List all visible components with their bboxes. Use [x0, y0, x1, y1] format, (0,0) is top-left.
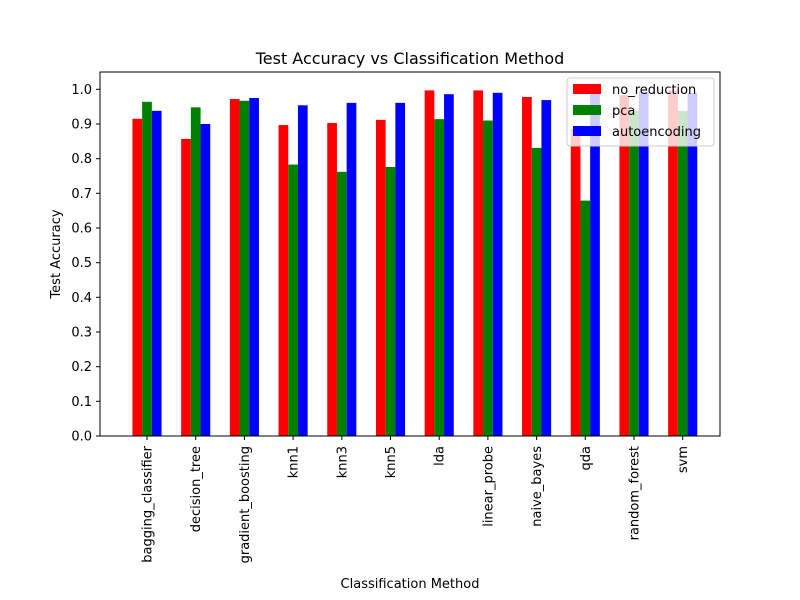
legend-label-no_reduction: no_reduction [612, 83, 696, 98]
bar-pca-knn1 [288, 164, 298, 436]
legend-label-pca: pca [612, 104, 635, 119]
bar-pca-gradient_boosting [239, 100, 250, 437]
x-tick-label: linear_probe [481, 446, 496, 527]
y-tick-label: 0.9 [71, 118, 92, 133]
bar-no_reduction-gradient_boosting [229, 99, 240, 436]
y-tick-label: 1.0 [71, 83, 92, 98]
bar-pca-lda [434, 119, 445, 436]
y-tick-label: 0.4 [71, 291, 92, 306]
x-tick-label: random_forest [628, 446, 643, 540]
x-tick-label: knn1 [287, 446, 302, 478]
y-axis: 0.0 0.1 0.2 0.3 0.4 0.5 0.6 0.7 0.8 0.9 1.0 [71, 83, 100, 445]
bar-no_reduction-qda [570, 128, 581, 436]
bar-autoencoding-knn3 [346, 102, 357, 436]
bar-no_reduction-random_forest [619, 95, 630, 436]
bar-pca-random_forest [629, 110, 639, 437]
bar-no_reduction-knn3 [327, 122, 337, 437]
bar-autoencoding-knn1 [297, 105, 308, 436]
chart-title: Test Accuracy vs Classification Method [255, 49, 565, 68]
bar-no_reduction-knn5 [375, 119, 386, 436]
bar-no_reduction-svm [668, 90, 678, 436]
y-tick-label: 0.1 [71, 395, 92, 410]
x-tick-label: knn3 [335, 446, 350, 478]
y-axis-label: Test Accuracy [49, 209, 64, 299]
bar-pca-linear_probe [483, 120, 493, 437]
bar-no_reduction-decision_tree [181, 138, 191, 436]
bar-pca-decision_tree [190, 107, 201, 437]
bar-pca-naive_bayes [531, 147, 542, 437]
y-tick-label: 0.5 [71, 256, 92, 271]
bar-no_reduction-naive_bayes [522, 96, 532, 437]
x-tick-label: bagging_classifier [141, 445, 156, 562]
legend-box [566, 77, 715, 147]
bar-pca-qda [580, 200, 591, 436]
bar-autoencoding-svm [687, 92, 698, 437]
x-tick-label: gradient_boosting [238, 446, 253, 563]
x-tick-label: naive_bayes [530, 446, 545, 527]
bar-autoencoding-decision_tree [200, 124, 211, 436]
x-axis: bagging_classifier decision_tree gradient_… [141, 436, 691, 563]
y-tick-label: 0.8 [71, 152, 92, 167]
y-tick-label: 0.6 [71, 222, 92, 237]
bar-autoencoding-bagging_classifier [151, 110, 162, 437]
plot-frame [99, 71, 721, 437]
bar-no_reduction-bagging_classifier [132, 118, 143, 437]
y-tick-label: 0.7 [71, 187, 92, 202]
bar-autoencoding-qda [590, 92, 600, 437]
legend-swatch-pca [573, 105, 601, 115]
bar-no_reduction-lda [424, 90, 435, 436]
bars-group [132, 90, 698, 437]
legend-swatch-autoencoding [573, 126, 601, 136]
x-tick-label: decision_tree [189, 446, 204, 532]
bar-autoencoding-gradient_boosting [249, 98, 259, 436]
y-tick-label: 0.2 [71, 360, 92, 375]
y-tick-label: 0.0 [71, 430, 92, 445]
bar-no_reduction-knn1 [278, 125, 289, 436]
bar-autoencoding-random_forest [638, 91, 649, 436]
x-tick-label: knn5 [384, 446, 399, 478]
bar-autoencoding-linear_probe [492, 92, 503, 437]
x-tick-label: svm [676, 446, 691, 473]
bar-pca-svm [677, 110, 688, 437]
bar-pca-knn3 [336, 171, 347, 436]
legend-label-autoencoding: autoencoding [612, 125, 701, 140]
bar-autoencoding-lda [444, 94, 454, 436]
legend-swatch-no_reduction [573, 84, 601, 94]
bar-autoencoding-naive_bayes [541, 100, 552, 436]
bar-no_reduction-linear_probe [473, 90, 484, 436]
y-tick-label: 0.3 [71, 326, 92, 341]
bar-pca-bagging_classifier [142, 101, 152, 437]
x-tick-label: lda [433, 446, 448, 466]
x-axis-label: Classification Method [341, 577, 480, 592]
bar-pca-knn5 [385, 166, 396, 436]
bar-autoencoding-knn5 [395, 102, 406, 436]
x-tick-label: qda [579, 446, 594, 470]
